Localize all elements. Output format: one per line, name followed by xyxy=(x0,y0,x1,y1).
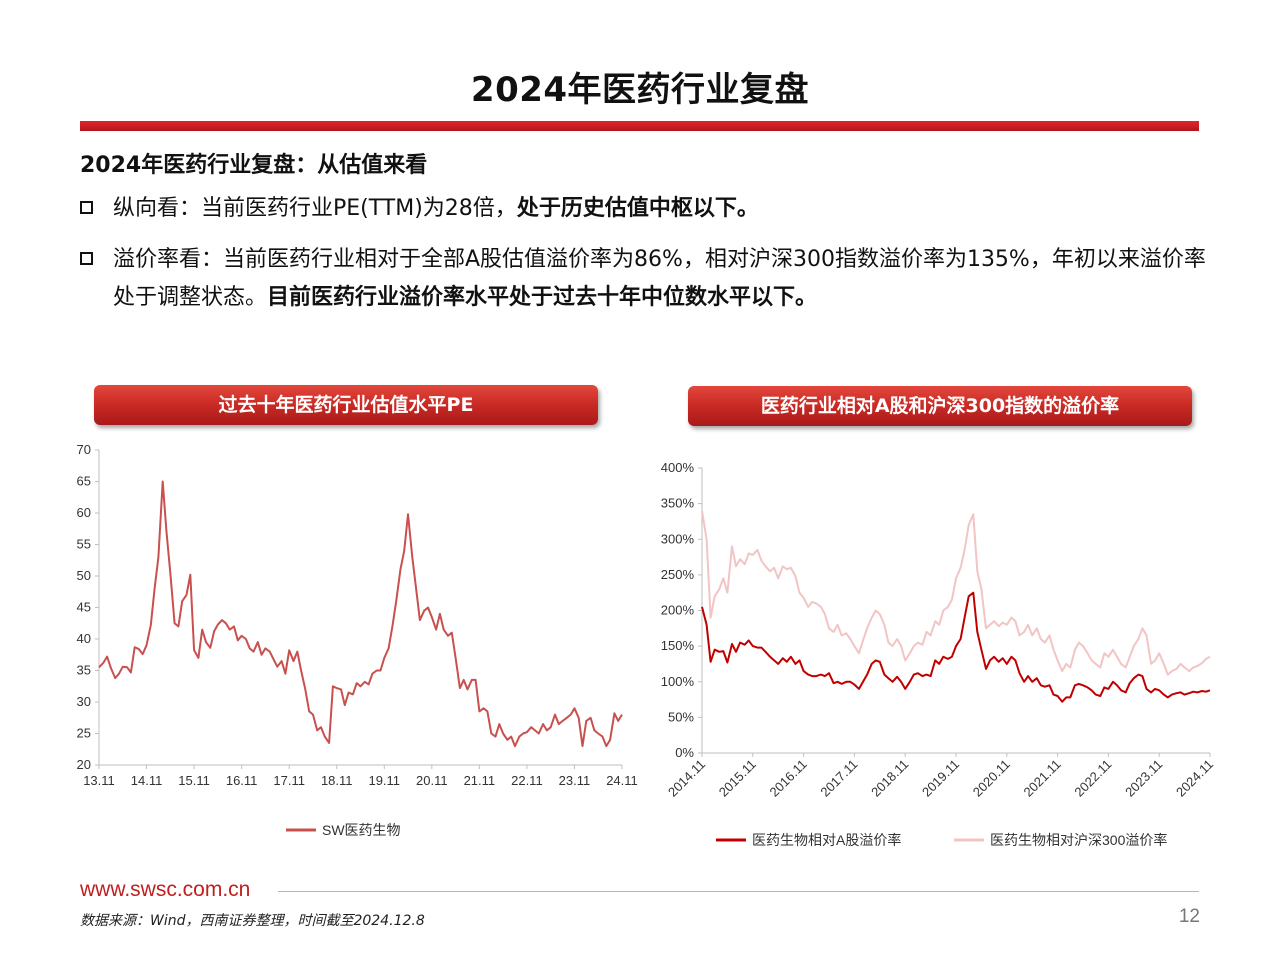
y-tick-label: 20 xyxy=(77,757,91,772)
x-tick-label: 2016.11 xyxy=(767,757,810,800)
x-tick-label: 2019.11 xyxy=(919,757,962,800)
y-tick-label: 50% xyxy=(668,709,694,724)
x-tick-label: 2020.11 xyxy=(970,757,1013,800)
page-number: 12 xyxy=(1178,906,1200,927)
bullet-premium-view: 溢价率看：当前医药行业相对于全部A股估值溢价率为86%，相对沪深300指数溢价率… xyxy=(80,241,1210,317)
y-tick-label: 25 xyxy=(77,726,91,741)
right-chart-banner: 医药行业相对A股和沪深300指数的溢价率 xyxy=(688,386,1192,426)
x-tick-label: 2015.11 xyxy=(716,757,759,800)
x-tick-label: 2023.11 xyxy=(1122,757,1165,800)
x-tick-label: 22.11 xyxy=(511,773,543,788)
x-tick-label: 16.11 xyxy=(226,773,258,788)
x-tick-label: 2024.11 xyxy=(1173,757,1216,800)
bullet-vertical-view: 纵向看：当前医药行业PE(TTM)为28倍，处于历史估值中枢以下。 xyxy=(80,190,1210,228)
y-tick-label: 100% xyxy=(661,674,695,689)
x-tick-label: 23.11 xyxy=(559,773,591,788)
x-tick-label: 14.11 xyxy=(131,773,163,788)
x-tick-label: 17.11 xyxy=(273,773,305,788)
y-tick-label: 35 xyxy=(77,663,91,678)
series-line xyxy=(701,510,1211,676)
y-tick-label: 150% xyxy=(661,638,695,653)
bullet-emphasis: 处于历史估值中枢以下。 xyxy=(516,196,759,221)
x-tick-label: 13.11 xyxy=(83,773,115,788)
footer-divider xyxy=(278,891,1199,892)
y-tick-label: 350% xyxy=(661,496,695,511)
x-tick-label: 21.11 xyxy=(464,773,496,788)
legend-label: 医药生物相对A股溢价率 xyxy=(752,832,901,848)
y-tick-label: 400% xyxy=(661,460,695,475)
bullet-emphasis: 目前医药行业溢价率水平处于过去十年中位数水平以下。 xyxy=(267,285,818,310)
bullet-text: 溢价率看：当前医药行业相对于全部A股估值溢价率为86%，相对沪深300指数溢价率… xyxy=(113,247,1206,310)
footer-website[interactable]: www.swsc.com.cn xyxy=(80,878,251,901)
x-tick-label: 18.11 xyxy=(321,773,353,788)
x-tick-label: 2017.11 xyxy=(817,757,860,800)
x-tick-label: 2014.11 xyxy=(665,757,708,800)
y-tick-label: 30 xyxy=(77,694,91,709)
section-subtitle: 2024年医药行业复盘：从估值来看 xyxy=(80,153,428,178)
left-chart-banner: 过去十年医药行业估值水平PE xyxy=(94,385,598,425)
y-tick-label: 55 xyxy=(77,537,91,552)
y-tick-label: 200% xyxy=(661,603,695,618)
y-tick-label: 40 xyxy=(77,631,91,646)
x-tick-label: 2021.11 xyxy=(1021,757,1064,800)
x-tick-label: 19.11 xyxy=(368,773,400,788)
legend-label: 医药生物相对沪深300溢价率 xyxy=(990,832,1167,848)
bullet-text: 纵向看：当前医药行业PE(TTM)为28倍， xyxy=(113,196,517,221)
legend-label: SW医药生物 xyxy=(322,822,401,838)
x-tick-label: 15.11 xyxy=(178,773,210,788)
y-tick-label: 300% xyxy=(661,531,695,546)
series-line xyxy=(701,591,1211,703)
x-tick-label: 2022.11 xyxy=(1071,757,1114,800)
series-line xyxy=(98,480,623,748)
title-divider xyxy=(80,121,1199,131)
premium-line-chart: 400% 350% 300% 250% 200% 150% 100% 50% 0%2014.11… xyxy=(661,460,1216,848)
y-tick-label: 65 xyxy=(77,474,91,489)
bullet-square-icon xyxy=(80,252,93,265)
page-title: 2024年医药行业复盘 xyxy=(470,70,810,110)
y-tick-label: 70 xyxy=(77,442,91,457)
x-tick-label: 24.11 xyxy=(606,773,638,788)
y-tick-label: 250% xyxy=(661,567,695,582)
x-tick-label: 20.11 xyxy=(416,773,448,788)
footer-source-note: 数据来源：Wind，西南证券整理，时间截至2024.12.8 xyxy=(80,913,425,929)
x-tick-label: 2018.11 xyxy=(868,757,911,800)
bullet-square-icon xyxy=(80,201,93,214)
y-tick-label: 0% xyxy=(675,745,694,760)
y-tick-label: 60 xyxy=(77,505,91,520)
y-tick-label: 45 xyxy=(77,600,91,615)
y-tick-label: 50 xyxy=(77,568,91,583)
